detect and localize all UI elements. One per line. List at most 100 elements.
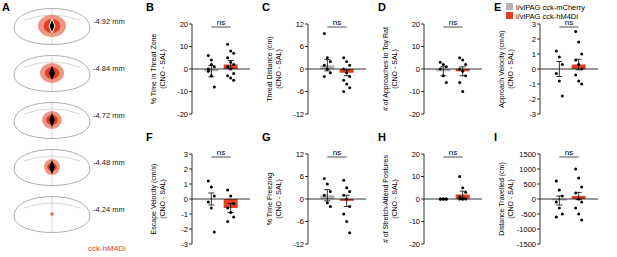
panel-letter: C bbox=[262, 1, 270, 13]
legend-label: l/vlPAG cck-mCherry bbox=[516, 3, 585, 12]
y-tick bbox=[189, 69, 192, 70]
data-point bbox=[574, 30, 577, 33]
error-cap bbox=[324, 189, 330, 190]
data-point bbox=[461, 70, 464, 73]
y-tick bbox=[305, 176, 308, 177]
data-point bbox=[348, 86, 351, 89]
data-point bbox=[210, 63, 213, 66]
data-point bbox=[229, 211, 232, 214]
section-level: -4.92 mm bbox=[93, 17, 125, 26]
y-axis-title: % Time Freezing bbox=[266, 173, 274, 226]
data-point bbox=[329, 205, 332, 208]
data-point bbox=[326, 183, 329, 186]
y-tick-label: -2 bbox=[181, 225, 188, 234]
y-tick bbox=[537, 184, 540, 185]
expression-area bbox=[44, 159, 60, 175]
data-point bbox=[558, 56, 561, 59]
panel-letter: G bbox=[262, 131, 271, 143]
error-stem bbox=[559, 196, 560, 205]
section-outline bbox=[14, 9, 90, 45]
data-point bbox=[461, 59, 464, 62]
data-point bbox=[348, 231, 351, 234]
y-tick bbox=[537, 229, 540, 230]
data-point bbox=[458, 175, 461, 178]
y-tick bbox=[421, 69, 424, 70]
y-tick bbox=[305, 221, 308, 222]
data-point bbox=[574, 59, 577, 62]
data-point bbox=[458, 81, 461, 84]
significance-label: ns bbox=[565, 148, 573, 157]
y-tick bbox=[189, 229, 192, 230]
y-tick-label: 0 bbox=[532, 195, 536, 204]
y-tick-label: 20 bbox=[412, 150, 420, 159]
chart-panel: H# of Stretch-Attend Postures(CNO - SAL)… bbox=[378, 131, 482, 249]
panel-letter: B bbox=[146, 1, 154, 13]
caption: cck-hM4Di bbox=[88, 244, 126, 253]
y-tick-label: -12 bbox=[293, 240, 304, 249]
data-point bbox=[348, 190, 351, 193]
error-cap bbox=[440, 75, 446, 76]
expression-core bbox=[45, 67, 59, 79]
y-tick-label: -10 bbox=[409, 217, 420, 226]
data-point bbox=[558, 80, 561, 83]
atlas-section: -4.84 mm bbox=[14, 56, 125, 92]
error-cap bbox=[324, 70, 330, 71]
section-level: -4.24 mm bbox=[93, 205, 125, 214]
data-point bbox=[342, 213, 345, 216]
y-tick-label: 10 bbox=[180, 42, 188, 51]
y-tick-label: 10 bbox=[412, 42, 420, 51]
plot-area bbox=[540, 30, 598, 98]
error-cap bbox=[208, 205, 214, 206]
y-tick-label: -3 bbox=[181, 240, 188, 249]
data-point bbox=[348, 64, 351, 67]
data-point bbox=[210, 186, 213, 189]
data-point bbox=[345, 83, 348, 86]
y-tick bbox=[421, 176, 424, 177]
data-point bbox=[345, 60, 348, 63]
y-tick-label: 1000 bbox=[519, 165, 536, 174]
data-point bbox=[229, 61, 232, 64]
data-point bbox=[555, 201, 558, 204]
data-point bbox=[580, 83, 583, 86]
data-point bbox=[555, 72, 558, 75]
y-axis-title: Threat Distance (cm) bbox=[266, 36, 274, 101]
y-tick-label: -6 bbox=[297, 87, 304, 96]
y-axis-title: Escape Velocity (cm/s) bbox=[150, 164, 158, 235]
y-tick bbox=[421, 114, 424, 115]
y-axis-title: (CNO - SAL) bbox=[507, 49, 515, 89]
y-tick-label: 0 bbox=[416, 195, 420, 204]
chart-panel: IDistance Travelled (cm)(CNO - SAL)-1500… bbox=[494, 131, 598, 249]
data-point bbox=[458, 56, 461, 59]
error-bar bbox=[344, 70, 350, 76]
y-tick-label: 20 bbox=[180, 20, 188, 29]
y-tick bbox=[305, 69, 308, 70]
legend: l/vlPAG cck-mCherryl/vlPAG cck-hM4Di bbox=[506, 3, 585, 21]
data-point bbox=[232, 216, 235, 219]
data-point bbox=[561, 95, 564, 98]
y-tick bbox=[537, 154, 540, 155]
data-point bbox=[226, 207, 229, 210]
data-point bbox=[461, 186, 464, 189]
zero-line bbox=[192, 69, 250, 70]
error-stem bbox=[346, 195, 347, 206]
data-point bbox=[326, 56, 329, 59]
y-tick-label: 3 bbox=[184, 150, 188, 159]
data-point bbox=[229, 195, 232, 198]
y-tick-label: 1500 bbox=[519, 150, 536, 159]
plot-area bbox=[308, 32, 366, 93]
y-tick bbox=[537, 244, 540, 245]
y-tick-label: 6 bbox=[300, 42, 304, 51]
data-point bbox=[213, 86, 216, 89]
y-tick-label: -500 bbox=[521, 210, 536, 219]
data-point bbox=[577, 80, 580, 83]
y-tick bbox=[305, 154, 308, 155]
zero-line bbox=[308, 199, 366, 200]
data-point bbox=[226, 56, 229, 59]
data-point bbox=[210, 207, 213, 210]
y-tick bbox=[189, 114, 192, 115]
chart-panel: G% Time Freezing(CNO - SAL)-12-60612ns bbox=[262, 131, 366, 249]
data-point bbox=[345, 71, 348, 74]
y-tick-label: -10 bbox=[409, 87, 420, 96]
figure: A-4.92 mm-4.84 mm-4.72 mm-4.48 mm-4.24 m… bbox=[0, 0, 617, 257]
data-point bbox=[329, 60, 332, 63]
